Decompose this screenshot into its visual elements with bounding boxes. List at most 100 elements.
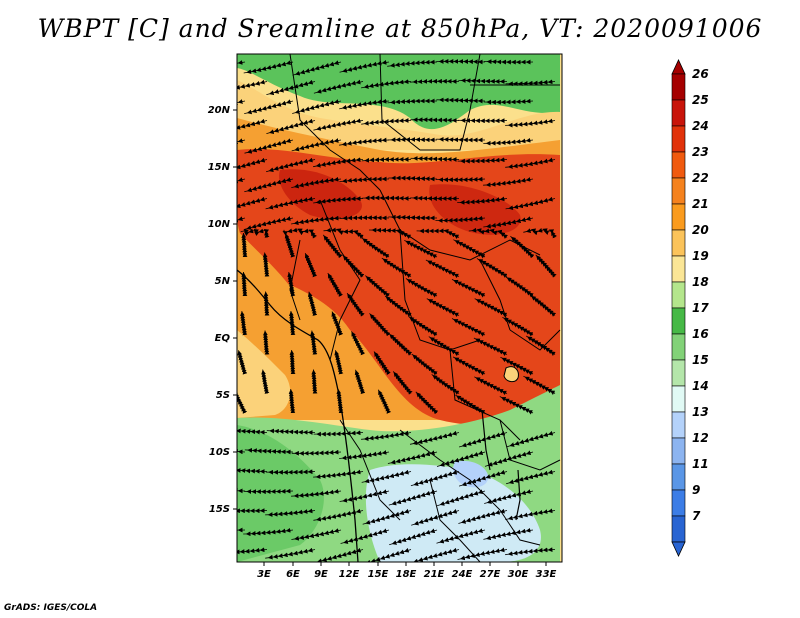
streamline (381, 257, 412, 278)
streamline (483, 98, 534, 105)
streamline (373, 351, 391, 376)
streamline (244, 177, 294, 193)
streamline (266, 118, 316, 134)
streamline (410, 156, 460, 162)
colorbar-top-arrow (671, 59, 686, 75)
streamline (369, 313, 391, 337)
colorbar-label: 14 (692, 379, 709, 393)
streamline (457, 157, 508, 164)
streamline (262, 252, 270, 277)
streamline (244, 447, 294, 455)
streamline (505, 469, 556, 485)
streamline (313, 430, 364, 437)
colorbar-label: 20 (692, 223, 709, 237)
streamline (266, 428, 316, 435)
streamline (428, 336, 460, 357)
colorbar-label: 26 (692, 67, 709, 81)
streamline (473, 337, 508, 357)
streamline (468, 227, 508, 239)
colorbar-swatch (671, 359, 686, 387)
streamline (387, 98, 437, 105)
streamline (351, 331, 366, 356)
streamline (291, 449, 342, 456)
streamline (315, 547, 364, 562)
colorbar-swatch (671, 489, 686, 517)
lat-label: 10S (209, 447, 230, 458)
streamline (436, 97, 486, 104)
streamline (368, 227, 412, 240)
streamline (405, 278, 438, 298)
streamline (237, 196, 268, 213)
lat-label: 15S (209, 504, 230, 515)
lon-label: 15E (368, 569, 389, 580)
streamline (411, 509, 460, 526)
lat-label: 10N (208, 219, 231, 230)
streamline (483, 527, 534, 541)
streamline (387, 59, 438, 68)
streamline (284, 233, 296, 258)
streamline (266, 79, 316, 96)
colorbar-swatch (671, 437, 686, 465)
streamline (535, 254, 557, 278)
lon-label: 18E (396, 569, 417, 580)
streamline (244, 138, 294, 154)
streamline (311, 369, 318, 394)
streamline (291, 138, 342, 152)
streamline (243, 488, 294, 495)
streamline (327, 272, 343, 297)
streamline (388, 489, 438, 506)
streamline (237, 427, 268, 435)
streamline (387, 137, 438, 143)
streamline (241, 232, 248, 258)
lat-label: 5S (216, 390, 230, 401)
streamline (451, 279, 486, 298)
streamline (410, 117, 460, 123)
colorbar-label: 12 (692, 431, 709, 445)
streamline (483, 137, 534, 146)
streamline (237, 157, 268, 173)
streamline (339, 215, 390, 221)
streamline (436, 450, 486, 467)
streamline (313, 118, 364, 131)
colorbar-label: 13 (692, 405, 709, 419)
lat-label: 20N (208, 105, 231, 116)
streamline (361, 79, 412, 89)
colorbar-label: 11 (692, 457, 709, 471)
streamline (384, 295, 412, 317)
streamline (288, 310, 296, 336)
streamline (243, 216, 294, 230)
streamline (346, 292, 365, 317)
streamline (410, 195, 460, 202)
streamline (342, 254, 365, 278)
streamline (287, 272, 296, 297)
streamline (339, 137, 390, 147)
streamline (523, 375, 556, 395)
streamline (505, 118, 556, 128)
streamline (505, 508, 556, 521)
streamline (387, 450, 438, 465)
streamline (313, 469, 364, 480)
streamline (265, 508, 316, 517)
colorbar-label: 25 (692, 93, 709, 107)
lon-label: 27E (480, 569, 501, 580)
colorbar-swatch (671, 177, 686, 205)
streamline (453, 239, 486, 259)
latitude-axis: 20N 15N 10N 5N EQ 5S 10S 15S (208, 105, 237, 515)
streamline (339, 60, 390, 73)
streamline (458, 78, 507, 84)
warm-band-north (237, 80, 560, 150)
streamline (457, 547, 508, 561)
streamline (291, 528, 342, 541)
streamline (340, 528, 390, 545)
streamline (365, 275, 390, 298)
streamline (436, 136, 485, 143)
streamline (392, 371, 413, 395)
streamline (510, 235, 535, 259)
streamline (323, 227, 364, 239)
colorbar-bottom-arrow (671, 541, 686, 557)
streamline (484, 489, 534, 504)
streamline (505, 547, 556, 557)
streamline (483, 177, 534, 188)
streamline (361, 118, 412, 126)
